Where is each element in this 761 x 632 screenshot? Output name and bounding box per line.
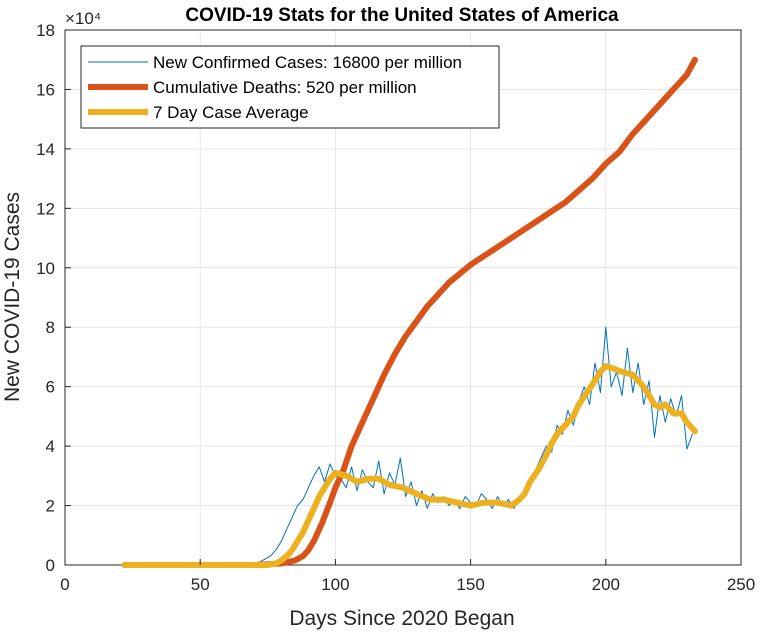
x-tick-label: 200 xyxy=(592,575,620,594)
x-tick-label: 100 xyxy=(321,575,349,594)
legend-box xyxy=(80,45,500,129)
x-tick-label: 250 xyxy=(727,575,755,594)
y-tick-label: 12 xyxy=(36,199,55,218)
series-line-7-day-average xyxy=(121,362,698,568)
y-tick-label: 18 xyxy=(36,21,55,40)
y-multiplier: ×10⁴ xyxy=(65,9,101,28)
x-tick-label: 50 xyxy=(191,575,210,594)
legend-label-cases: New Confirmed Cases: 16800 per million xyxy=(153,53,462,72)
y-tick-label: 10 xyxy=(36,259,55,278)
y-tick-label: 2 xyxy=(46,497,55,516)
x-axis-ticks: 0 50 100 150 200 250 xyxy=(60,559,755,594)
x-axis-label: Days Since 2020 Began xyxy=(289,607,514,630)
y-tick-label: 6 xyxy=(46,378,55,397)
x-tick-label: 150 xyxy=(456,575,484,594)
y-tick-label: 4 xyxy=(46,437,55,456)
y-tick-label: 16 xyxy=(36,80,55,99)
y-tick-label: 14 xyxy=(36,140,55,159)
y-axis-ticks: 0 2 4 6 8 10 12 14 16 18 xyxy=(36,21,71,575)
plot-area-frame xyxy=(64,29,742,566)
series-line-new-cases xyxy=(124,326,693,566)
series-line-cumulative-deaths xyxy=(121,56,698,568)
legend-label-deaths: Cumulative Deaths: 520 per million xyxy=(153,78,417,97)
y-tick-label: 8 xyxy=(46,318,55,337)
chart-title: COVID-19 Stats for the United States of … xyxy=(185,5,619,26)
y-axis-label: New COVID-19 Cases xyxy=(1,192,24,402)
x-tick-label: 0 xyxy=(60,575,69,594)
legend-label-average: 7 Day Case Average xyxy=(153,103,309,122)
legend: New Confirmed Cases: 16800 per million C… xyxy=(80,45,500,129)
y-tick-label: 0 xyxy=(46,556,55,575)
series-layer xyxy=(121,56,698,568)
